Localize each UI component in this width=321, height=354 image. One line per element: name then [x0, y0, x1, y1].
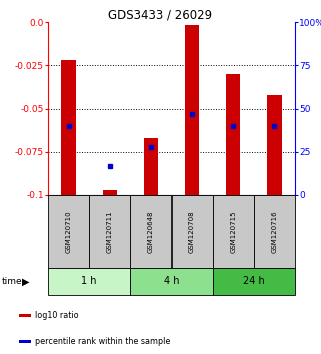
Bar: [130, 268, 213, 295]
Bar: [267, 95, 282, 195]
Bar: [185, 25, 199, 195]
Bar: [48, 268, 130, 295]
Bar: [19, 339, 31, 343]
Bar: [48, 195, 89, 268]
Text: time: time: [2, 277, 22, 286]
Text: GSM120708: GSM120708: [189, 210, 195, 253]
Bar: [226, 74, 240, 195]
Text: GSM120715: GSM120715: [230, 210, 236, 253]
Text: GDS3433 / 26029: GDS3433 / 26029: [108, 8, 213, 21]
Text: percentile rank within the sample: percentile rank within the sample: [35, 337, 171, 346]
Bar: [19, 314, 31, 318]
Text: GSM120648: GSM120648: [148, 210, 154, 253]
Text: 24 h: 24 h: [243, 276, 265, 286]
Bar: [213, 268, 295, 295]
Bar: [130, 195, 171, 268]
Bar: [102, 190, 117, 195]
Text: ▶: ▶: [22, 276, 30, 286]
Bar: [254, 195, 295, 268]
Text: GSM120711: GSM120711: [107, 210, 113, 253]
Text: 1 h: 1 h: [82, 276, 97, 286]
Text: GSM120710: GSM120710: [65, 210, 72, 253]
Text: GSM120716: GSM120716: [272, 210, 277, 253]
Bar: [144, 138, 158, 195]
Bar: [61, 60, 76, 195]
Text: 4 h: 4 h: [164, 276, 179, 286]
Text: log10 ratio: log10 ratio: [35, 311, 79, 320]
Bar: [89, 195, 130, 268]
Bar: [171, 195, 213, 268]
Bar: [213, 195, 254, 268]
